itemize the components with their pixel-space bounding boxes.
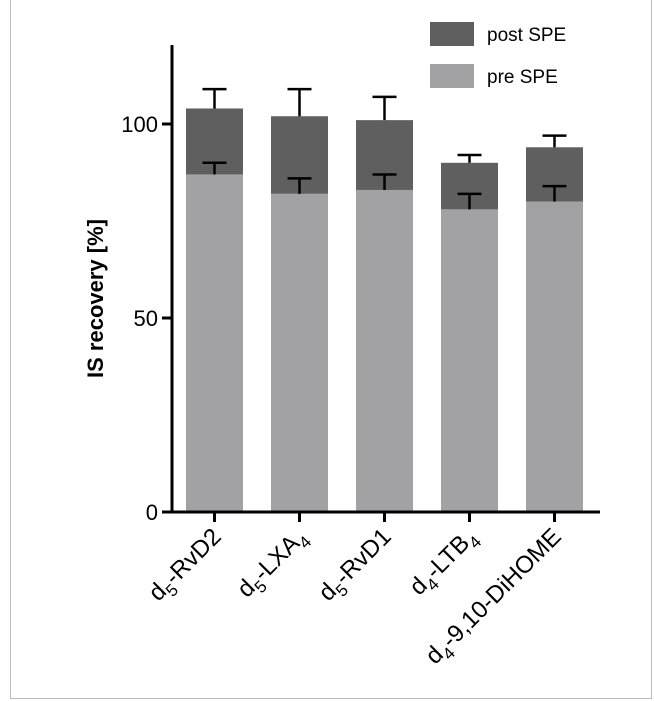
legend-label: post SPE <box>487 25 566 46</box>
bar-pre-spe <box>441 209 498 513</box>
bar-pre-spe <box>356 189 413 512</box>
y-tick-label: 100 <box>121 112 158 137</box>
y-tick-label: 50 <box>134 306 158 331</box>
y-axis-label: IS recovery [%] <box>83 219 108 378</box>
bars-group <box>186 108 583 513</box>
error-bars-group <box>202 87 567 210</box>
x-tick-label: d5-RvD2 <box>143 523 230 610</box>
legend-label: pre SPE <box>487 67 558 88</box>
bar-pre-spe <box>526 201 583 512</box>
x-tick-label: d5-RvD1 <box>313 523 400 610</box>
x-tick-label: d5-LXA4 <box>232 523 315 606</box>
legend-swatch <box>430 22 474 46</box>
bar-pre-spe <box>271 193 328 512</box>
bar-pre-spe <box>186 174 243 512</box>
legend-swatch <box>430 64 474 88</box>
x-tick-label: d4-LTB4 <box>404 523 485 604</box>
legend: post SPE pre SPE <box>430 22 566 88</box>
y-tick-label: 0 <box>146 500 158 525</box>
figure-frame <box>10 0 652 699</box>
